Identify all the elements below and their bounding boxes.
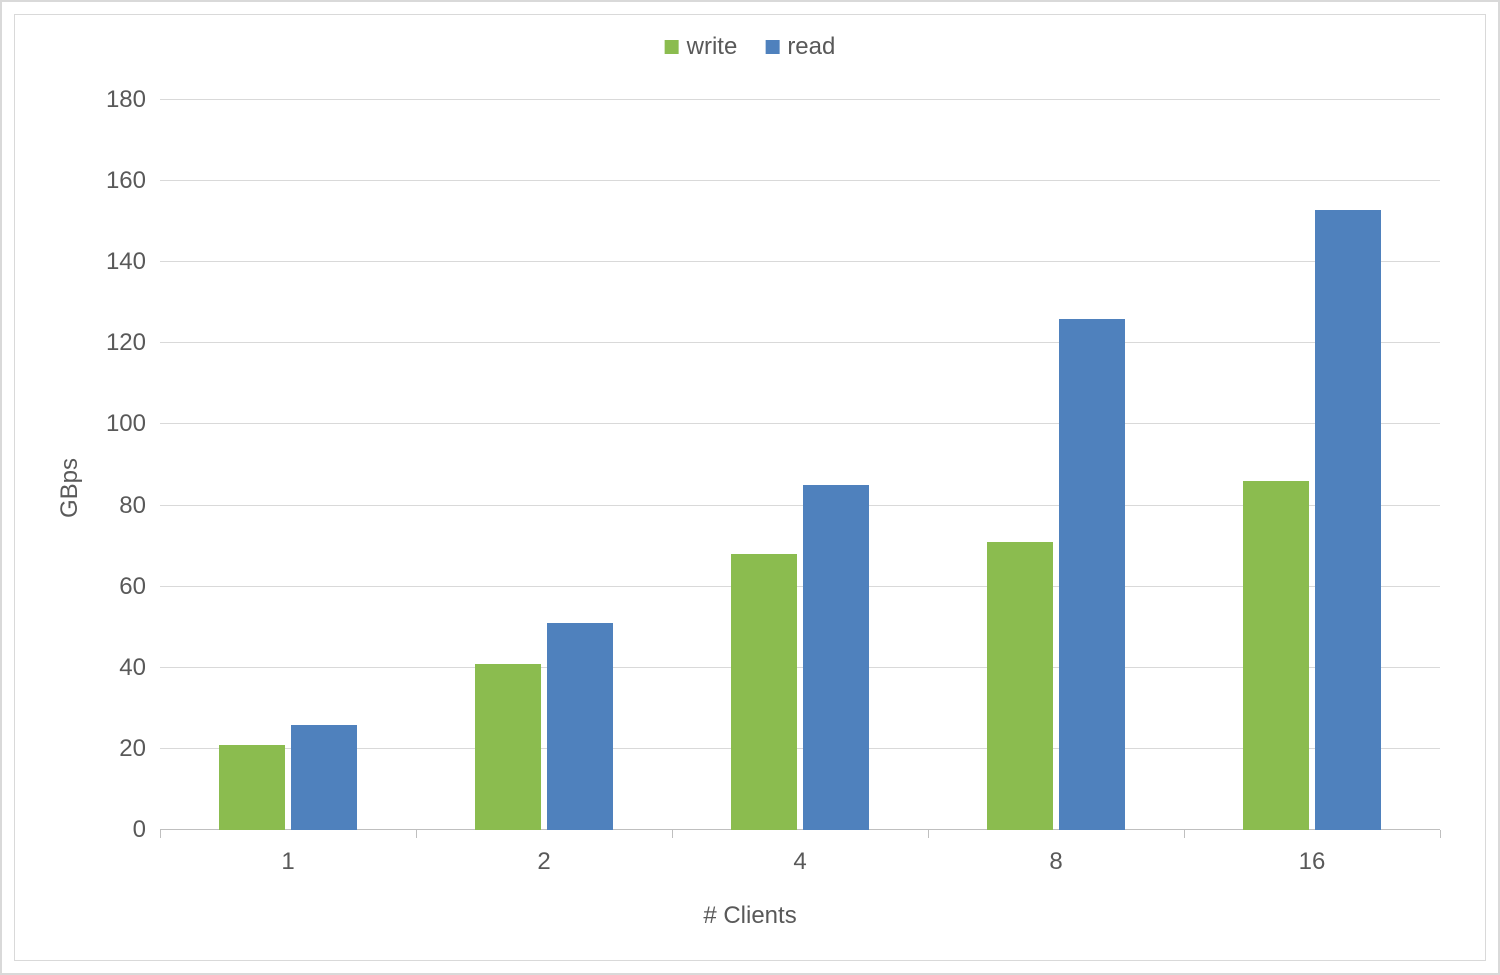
y-tick-label: 100 xyxy=(106,410,160,438)
x-tick-label: 1 xyxy=(281,830,294,876)
legend-item-read: read xyxy=(765,33,835,61)
bar-write xyxy=(987,542,1054,830)
bar-read xyxy=(291,725,358,830)
legend-label-write: write xyxy=(687,33,738,61)
y-tick-label: 60 xyxy=(119,573,160,601)
y-tick-label: 180 xyxy=(106,86,160,114)
y-tick-label: 120 xyxy=(106,329,160,357)
x-axis-title: # Clients xyxy=(703,902,796,930)
y-tick-label: 140 xyxy=(106,248,160,276)
y-tick-label: 80 xyxy=(119,492,160,520)
bar-read xyxy=(547,623,614,830)
x-tick-label: 2 xyxy=(537,830,550,876)
chart-inner: write read GBps 020406080100120140160180… xyxy=(14,14,1486,961)
bar-read xyxy=(1315,210,1382,831)
plot-area: 020406080100120140160180124816 xyxy=(160,100,1440,830)
gridline xyxy=(160,180,1440,181)
legend-swatch-write xyxy=(665,40,679,54)
x-tick-label: 8 xyxy=(1049,830,1062,876)
legend-swatch-read xyxy=(765,40,779,54)
x-tick-mark xyxy=(672,830,673,838)
gridline xyxy=(160,261,1440,262)
bar-write xyxy=(1243,481,1310,830)
bar-write xyxy=(475,664,542,830)
chart-container: write read GBps 020406080100120140160180… xyxy=(0,0,1500,975)
x-tick-mark xyxy=(1440,830,1441,838)
bar-write xyxy=(731,554,798,830)
bar-read xyxy=(803,485,870,830)
chart-legend: write read xyxy=(665,33,836,61)
x-tick-mark xyxy=(160,830,161,838)
y-tick-label: 40 xyxy=(119,654,160,682)
gridline xyxy=(160,99,1440,100)
y-tick-label: 20 xyxy=(119,735,160,763)
x-tick-mark xyxy=(416,830,417,838)
x-tick-label: 4 xyxy=(793,830,806,876)
gridline xyxy=(160,342,1440,343)
bar-read xyxy=(1059,319,1126,830)
y-axis-title: GBps xyxy=(56,457,84,517)
x-tick-mark xyxy=(1184,830,1185,838)
x-tick-mark xyxy=(928,830,929,838)
y-tick-label: 160 xyxy=(106,167,160,195)
gridline xyxy=(160,423,1440,424)
x-tick-label: 16 xyxy=(1299,830,1326,876)
legend-label-read: read xyxy=(787,33,835,61)
y-tick-label: 0 xyxy=(133,816,160,844)
bar-write xyxy=(219,745,286,830)
legend-item-write: write xyxy=(665,33,738,61)
